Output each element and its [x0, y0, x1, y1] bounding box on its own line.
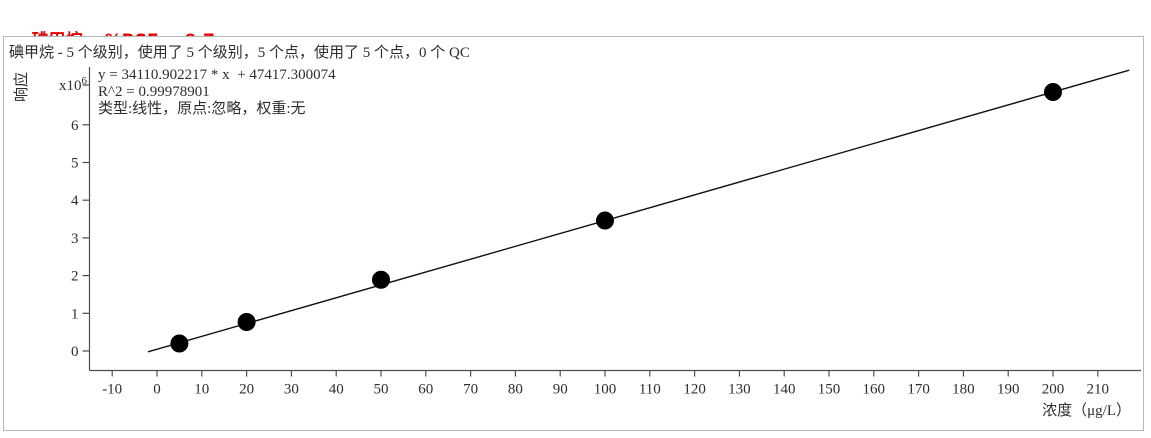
fit-r-squared: R^2 = 0.99978901 [98, 84, 210, 100]
x-tick-label: 200 [1042, 382, 1065, 398]
x-tick-label: 40 [329, 382, 344, 398]
y-tick-label: 6 [71, 118, 79, 134]
x-tick-label: 100 [594, 382, 617, 398]
y-axis-scale-multiplier: x106 [59, 75, 87, 94]
x-tick-label: 150 [818, 382, 841, 398]
data-point[interactable] [596, 211, 614, 230]
fit-equation: y = 34110.902217 * x + 47417.300074 [98, 67, 336, 83]
x-tick-label: 20 [239, 382, 254, 398]
calibration-plot: -10 0 10 20 30 40 50 60 70 80 90 100 110 120 130 140 150… [71, 67, 1141, 398]
x-tick-label: 190 [997, 382, 1020, 398]
x-tick-label: 110 [639, 382, 661, 398]
x-tick-label: 80 [508, 382, 523, 398]
x-tick-label: -10 [102, 382, 122, 398]
x-tick-label: 60 [418, 382, 433, 398]
x-tick-label: 160 [863, 382, 886, 398]
x-tick-label: 170 [907, 382, 930, 398]
y-tick-label: 1 [71, 306, 79, 322]
x-axis-title: 浓度（μg/L） [1042, 403, 1131, 419]
data-point[interactable] [237, 312, 256, 331]
x-tick-label: 120 [683, 382, 706, 398]
y-tick-label: 0 [71, 344, 79, 360]
y-axis-title: 响应 [14, 72, 30, 103]
x-tick-label: 210 [1087, 382, 1110, 398]
y-tick-label: 2 [71, 269, 79, 285]
curve-summary-text: 碘甲烷 - 5 个级别，使用了 5 个级别，5 个点，使用了 5 个点，0 个 … [9, 45, 470, 61]
x-tick-label: 10 [194, 382, 209, 398]
x-tick-label: 140 [773, 382, 796, 398]
calibration-fit-line [147, 69, 1130, 353]
data-point[interactable] [372, 270, 390, 289]
data-point[interactable] [170, 334, 189, 353]
chart-area: -10 0 10 20 30 40 50 60 70 80 90 100 110 120 130 140 150… [3, 36, 1144, 431]
fit-annotation-block: y = 34110.902217 * x + 47417.300074 R^2 … [98, 67, 336, 118]
x-tick-label: 130 [728, 382, 751, 398]
y-tick-label: 3 [71, 231, 79, 247]
y-tick-label: 5 [71, 156, 79, 172]
data-point[interactable] [1044, 83, 1062, 102]
fit-type-info: 类型:线性，原点:忽略，权重:无 [98, 101, 306, 117]
x-tick-label: 30 [284, 382, 299, 398]
x-tick-label: 90 [553, 382, 568, 398]
x-tick-label: 0 [153, 382, 161, 398]
x-tick-label: 50 [374, 382, 389, 398]
y-tick-label: 4 [71, 193, 79, 209]
panel-title: 碘甲烷%RSE = 9.7 [8, 6, 215, 51]
x-tick-label: 70 [463, 382, 478, 398]
x-tick-label: 180 [952, 382, 975, 398]
